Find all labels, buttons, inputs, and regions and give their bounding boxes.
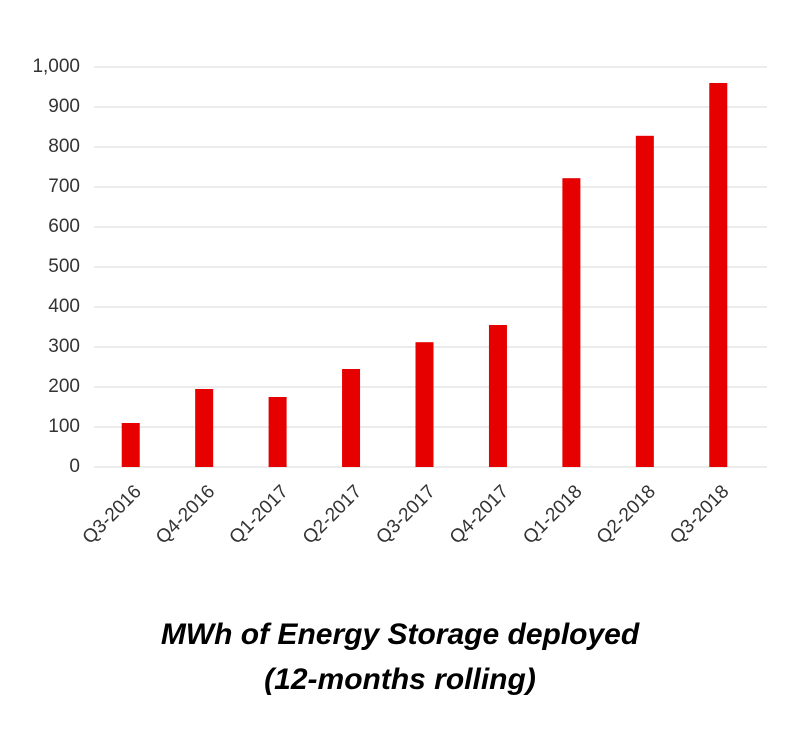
bar: [121, 423, 140, 467]
x-tick-label: Q3-2018: [666, 481, 733, 548]
x-tick-label: Q1-2018: [519, 481, 586, 548]
y-tick-label: 500: [48, 256, 80, 277]
y-tick-label: 0: [69, 456, 80, 477]
bar: [268, 397, 287, 467]
bar: [488, 325, 507, 467]
x-tick-label: Q4-2017: [446, 481, 513, 548]
y-tick-label: 700: [48, 176, 80, 197]
y-tick-label: 800: [48, 136, 80, 157]
x-tick-label: Q2-2018: [593, 481, 660, 548]
y-tick-label: 400: [48, 296, 80, 317]
y-tick-label: 900: [48, 96, 80, 117]
y-tick-label: 600: [48, 216, 80, 237]
bar: [635, 135, 654, 468]
chart-title: MWh of Energy Storage deployed: [161, 618, 640, 651]
x-tick-label: Q3-2016: [79, 481, 146, 548]
bar: [562, 178, 581, 467]
y-tick-label: 100: [48, 416, 80, 437]
bar: [709, 83, 728, 467]
chart-subtitle: (12-months rolling): [264, 663, 536, 696]
x-tick-label: Q3-2017: [372, 481, 439, 548]
x-tick-label: Q2-2017: [299, 481, 366, 548]
bar: [342, 369, 361, 467]
bar: [195, 389, 214, 467]
y-tick-label: 200: [48, 376, 80, 397]
y-tick-label: 300: [48, 336, 80, 357]
x-tick-label: Q4-2016: [152, 481, 219, 548]
bar: [415, 342, 434, 467]
x-tick-label: Q1-2017: [226, 481, 293, 548]
y-tick-label: 1,000: [32, 56, 80, 77]
